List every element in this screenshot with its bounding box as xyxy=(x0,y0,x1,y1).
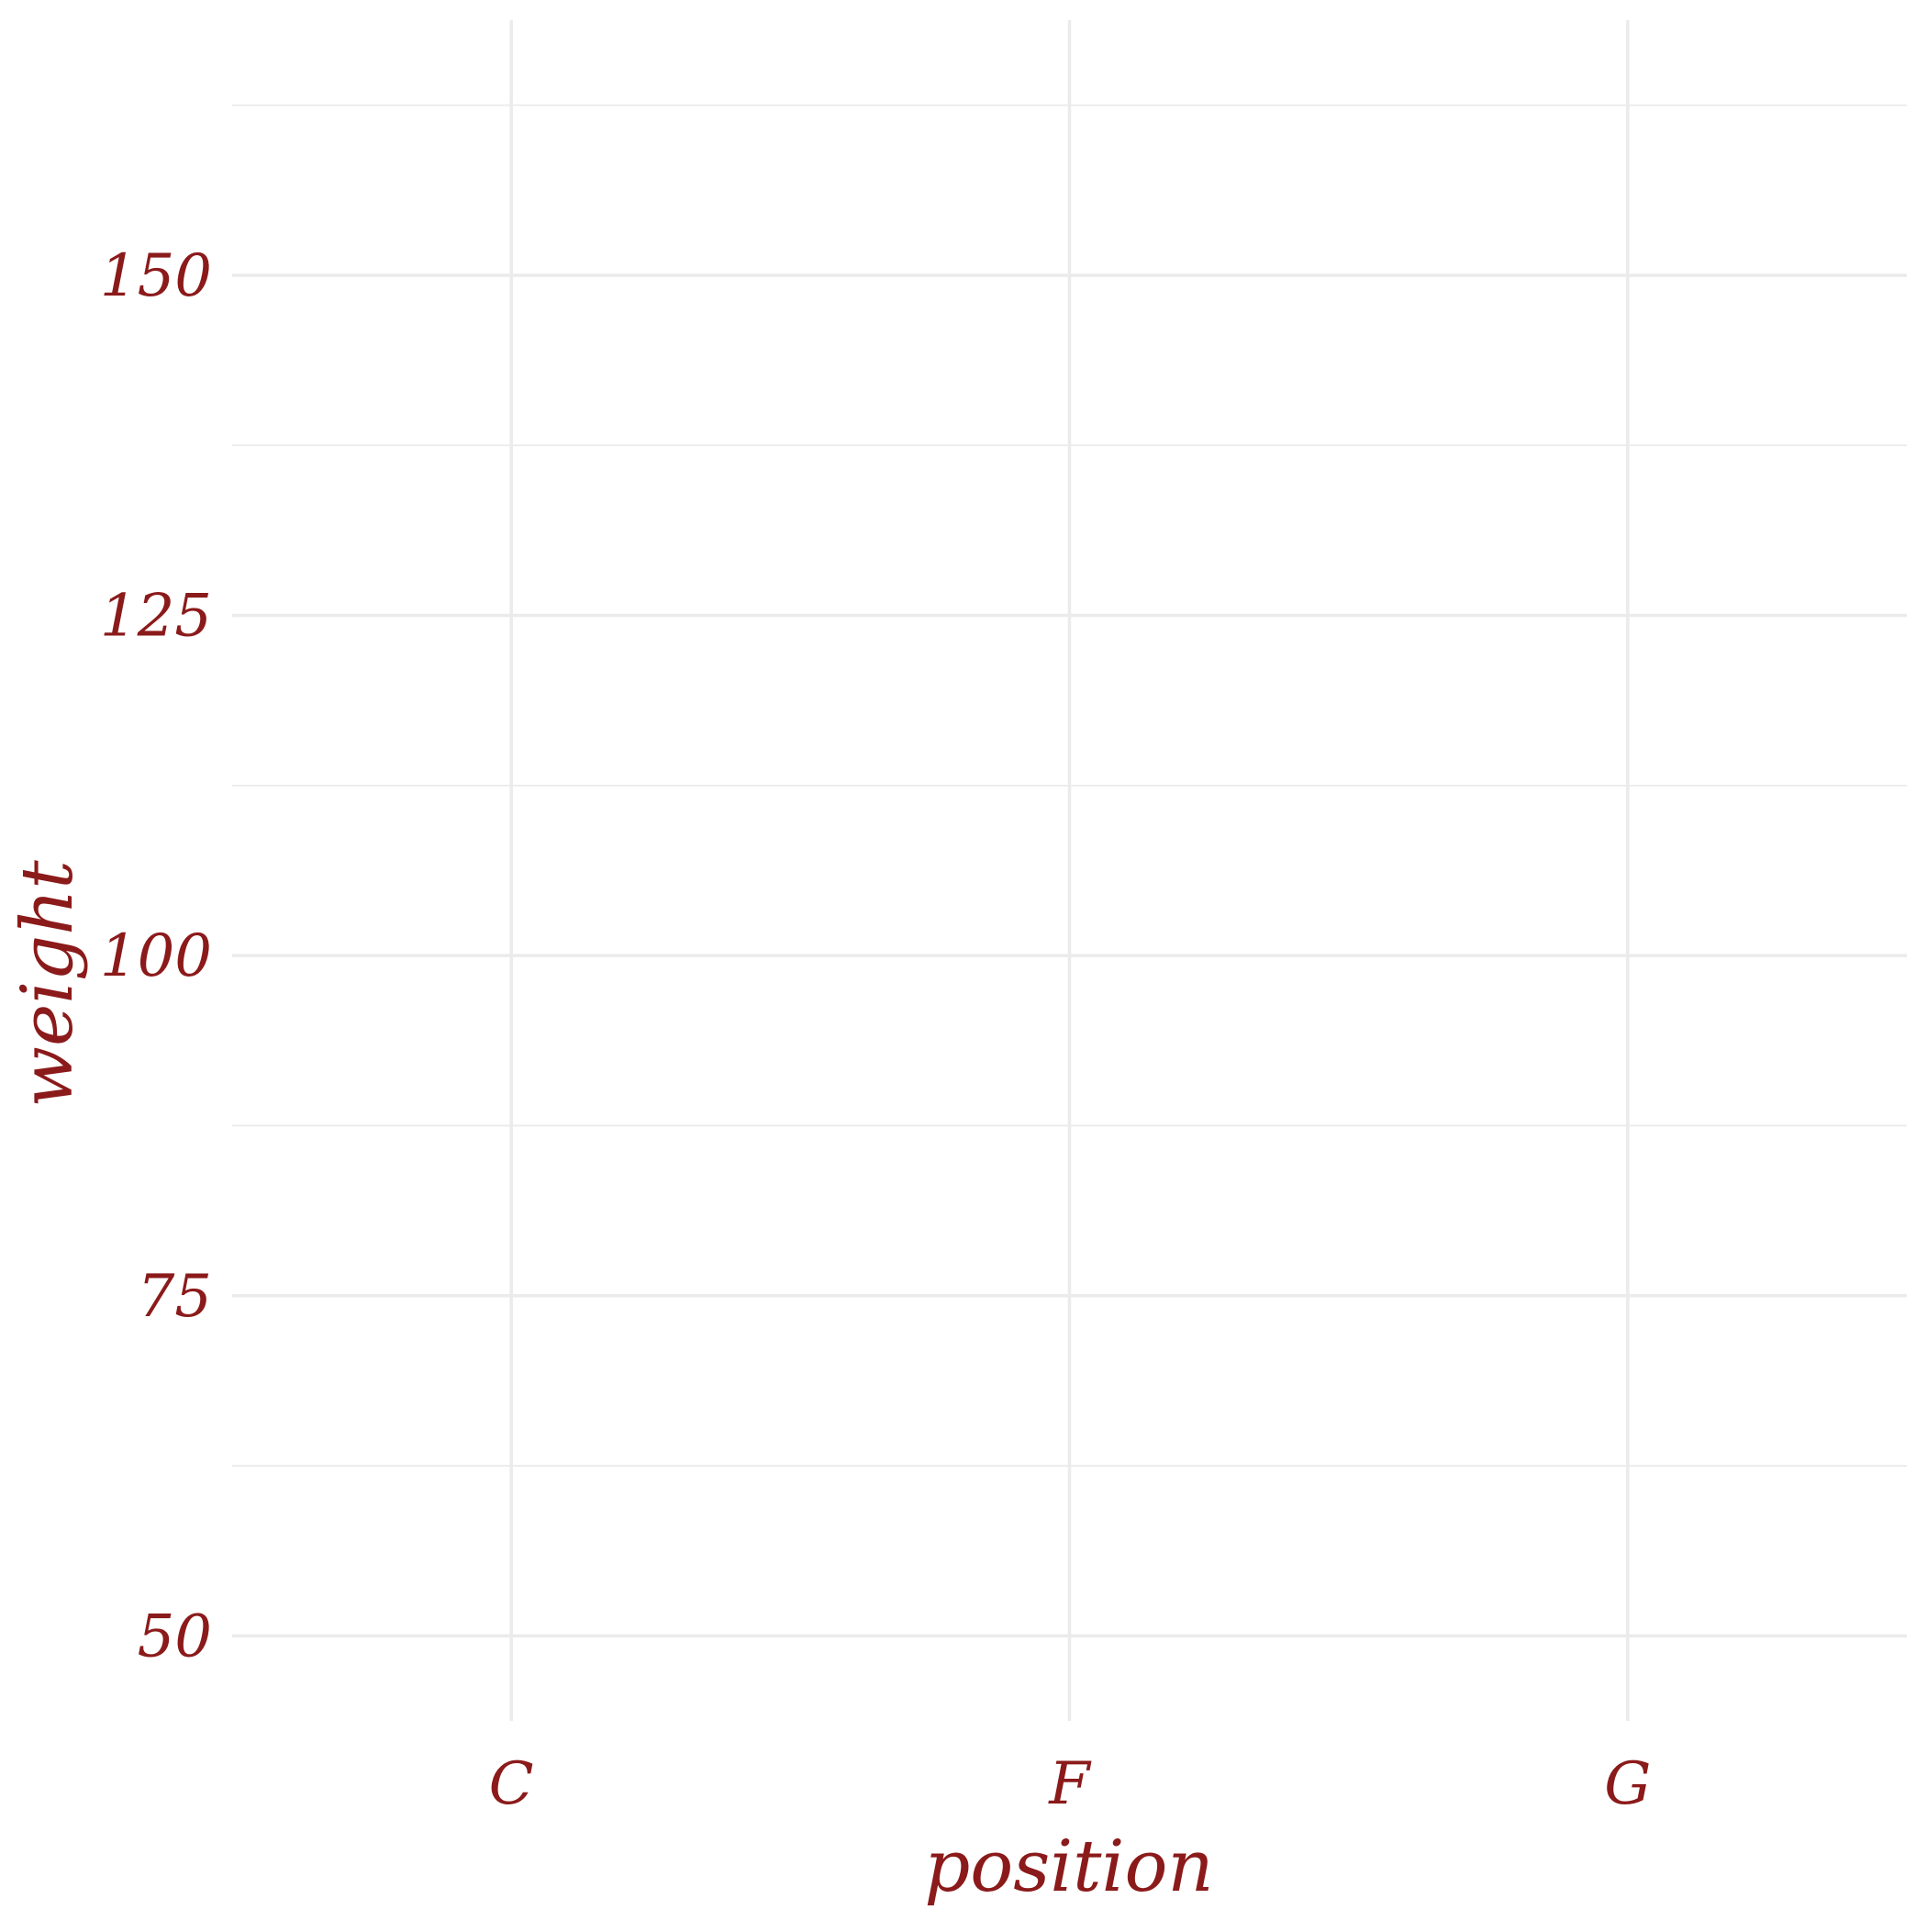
y-tick-labels: 50 75 100 125 150 xyxy=(100,242,212,1670)
x-tick-label: C xyxy=(489,1750,534,1818)
x-tick-label: G xyxy=(1604,1750,1651,1818)
x-axis-title: position xyxy=(924,1826,1213,1908)
major-gridlines xyxy=(232,20,1907,1721)
y-tick-label: 50 xyxy=(138,1603,212,1670)
y-tick-label: 150 xyxy=(100,242,212,310)
y-tick-label: 125 xyxy=(100,583,212,651)
y-tick-label: 100 xyxy=(100,922,212,990)
y-axis-title: weight xyxy=(6,860,89,1108)
y-tick-label: 75 xyxy=(138,1263,212,1331)
x-tick-label: F xyxy=(1048,1750,1092,1818)
